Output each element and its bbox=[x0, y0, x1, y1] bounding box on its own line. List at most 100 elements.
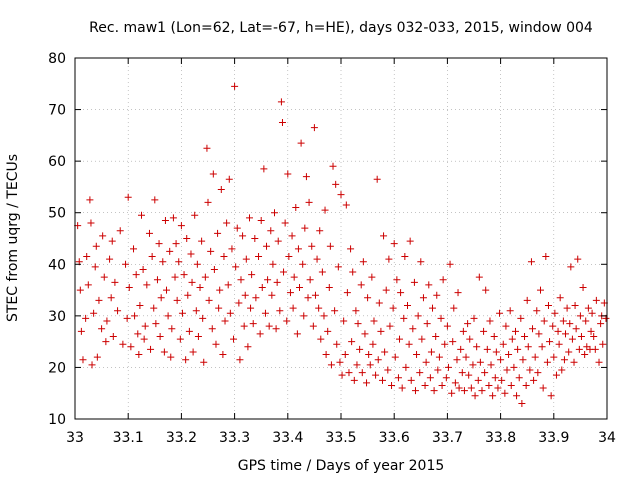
data-point bbox=[411, 387, 419, 395]
data-point bbox=[473, 343, 481, 351]
data-point bbox=[517, 314, 525, 322]
data-point bbox=[450, 304, 458, 312]
data-point bbox=[365, 351, 373, 359]
data-point bbox=[214, 229, 222, 237]
data-point bbox=[406, 237, 414, 245]
data-point bbox=[350, 376, 358, 384]
data-point bbox=[257, 216, 265, 224]
data-point bbox=[530, 376, 538, 384]
data-point bbox=[127, 343, 135, 351]
data-point bbox=[485, 381, 493, 389]
data-point bbox=[103, 317, 111, 325]
data-point bbox=[263, 242, 271, 250]
data-point bbox=[599, 340, 607, 348]
data-point bbox=[215, 304, 223, 312]
data-point bbox=[385, 255, 393, 263]
data-point bbox=[410, 278, 418, 286]
data-point bbox=[299, 260, 307, 268]
data-point bbox=[242, 255, 250, 263]
data-point bbox=[443, 322, 451, 330]
data-point bbox=[311, 291, 319, 299]
data-point bbox=[301, 224, 309, 232]
data-point bbox=[293, 330, 301, 338]
data-point bbox=[297, 139, 305, 147]
data-point bbox=[125, 283, 133, 291]
data-point bbox=[466, 335, 474, 343]
data-point bbox=[341, 351, 349, 359]
data-points bbox=[74, 82, 610, 408]
data-point bbox=[296, 283, 304, 291]
data-point bbox=[430, 387, 438, 395]
data-point bbox=[106, 255, 114, 263]
data-point bbox=[597, 320, 605, 328]
data-point bbox=[492, 348, 500, 356]
data-point bbox=[233, 224, 241, 232]
data-point bbox=[422, 358, 430, 366]
data-point bbox=[131, 312, 139, 320]
x-tick-label: 33.8 bbox=[485, 430, 516, 446]
data-point bbox=[337, 191, 345, 199]
data-point bbox=[499, 340, 507, 348]
data-point bbox=[278, 118, 286, 126]
data-point bbox=[140, 335, 148, 343]
data-point bbox=[251, 235, 259, 242]
data-point bbox=[347, 245, 355, 253]
data-point bbox=[160, 348, 168, 356]
data-point bbox=[592, 296, 600, 304]
data-point bbox=[332, 180, 340, 188]
data-point bbox=[535, 330, 543, 338]
data-point bbox=[164, 312, 172, 320]
data-point bbox=[325, 283, 333, 291]
data-point bbox=[407, 376, 415, 384]
data-point bbox=[373, 175, 381, 183]
data-point bbox=[554, 327, 562, 335]
data-point bbox=[338, 371, 346, 379]
data-point bbox=[236, 356, 244, 364]
data-point bbox=[515, 374, 523, 382]
data-point bbox=[83, 253, 91, 261]
data-point bbox=[135, 351, 143, 359]
data-point bbox=[255, 253, 263, 261]
data-point bbox=[318, 268, 326, 276]
data-point bbox=[192, 307, 200, 315]
data-point bbox=[151, 196, 159, 204]
data-point bbox=[384, 366, 392, 374]
data-point bbox=[518, 400, 526, 408]
data-point bbox=[370, 317, 378, 325]
data-point bbox=[380, 232, 388, 240]
data-point bbox=[132, 271, 140, 279]
data-point bbox=[581, 351, 589, 359]
data-point bbox=[469, 361, 477, 369]
data-point bbox=[368, 273, 376, 281]
data-point bbox=[308, 242, 316, 250]
data-point bbox=[544, 302, 552, 310]
data-point bbox=[148, 253, 156, 261]
data-point bbox=[204, 198, 212, 206]
data-point bbox=[457, 345, 465, 353]
data-point bbox=[177, 222, 185, 230]
data-point bbox=[478, 387, 486, 395]
data-point bbox=[327, 361, 335, 369]
data-point bbox=[183, 235, 191, 242]
data-point bbox=[322, 351, 330, 359]
data-point bbox=[264, 276, 272, 284]
data-point bbox=[292, 204, 300, 212]
data-point bbox=[326, 242, 334, 250]
axis-ticks bbox=[74, 57, 608, 420]
data-point bbox=[494, 384, 502, 392]
data-point bbox=[82, 314, 90, 322]
data-point bbox=[130, 245, 138, 253]
data-point bbox=[529, 325, 537, 333]
data-point bbox=[459, 327, 467, 335]
data-point bbox=[155, 240, 163, 248]
data-point bbox=[386, 322, 394, 330]
data-point bbox=[372, 371, 380, 379]
data-point bbox=[232, 263, 240, 271]
data-point bbox=[141, 322, 149, 330]
data-point bbox=[486, 317, 494, 325]
data-point bbox=[265, 322, 273, 330]
data-point bbox=[460, 387, 468, 395]
data-point bbox=[277, 98, 285, 106]
data-point bbox=[353, 361, 361, 369]
